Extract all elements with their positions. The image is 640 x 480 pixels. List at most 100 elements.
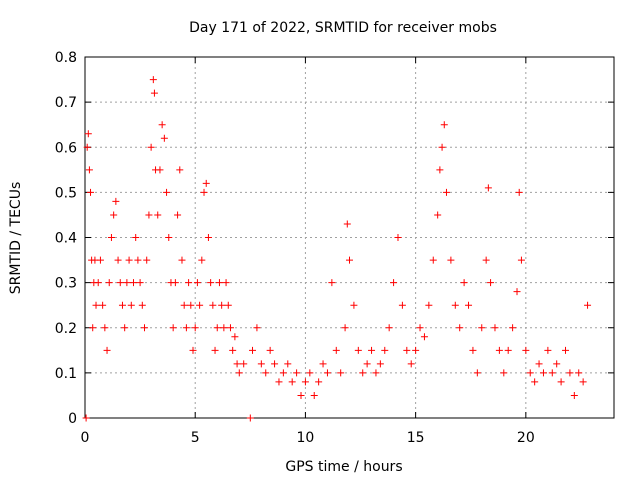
data-point: [412, 346, 420, 354]
data-point: [473, 369, 481, 377]
data-point: [114, 256, 122, 264]
data-point: [584, 301, 592, 309]
data-point: [182, 324, 190, 332]
data-point: [420, 333, 428, 341]
data-point: [176, 166, 184, 174]
data-point: [235, 369, 243, 377]
data-point: [101, 324, 109, 332]
data-point: [372, 369, 380, 377]
data-point: [436, 166, 444, 174]
data-point: [394, 234, 402, 241]
data-point: [143, 256, 151, 264]
data-point: [158, 121, 166, 129]
data-point: [233, 360, 241, 368]
data-point: [328, 279, 336, 287]
data-point: [204, 234, 212, 241]
data-point: [224, 301, 232, 309]
data-point: [240, 360, 248, 368]
data-point: [198, 256, 206, 264]
data-point: [107, 234, 115, 241]
data-point: [141, 324, 149, 332]
data-point: [484, 184, 492, 192]
data-point: [301, 378, 309, 386]
data-point: [136, 279, 144, 287]
data-point: [438, 143, 446, 151]
x-tick-label: 0: [81, 430, 90, 446]
data-point: [469, 346, 477, 354]
data-point: [187, 301, 195, 309]
data-point: [434, 211, 442, 219]
data-point: [246, 414, 254, 422]
data-point: [310, 391, 318, 399]
data-point: [315, 378, 323, 386]
data-point: [121, 324, 129, 332]
data-point: [539, 369, 547, 377]
data-point: [134, 256, 142, 264]
data-point: [253, 324, 261, 332]
data-point: [407, 360, 415, 368]
y-tick-label: 0.6: [55, 140, 77, 156]
y-tick-label: 0.4: [55, 231, 77, 247]
data-point: [125, 256, 133, 264]
data-point: [231, 333, 239, 341]
data-point: [207, 279, 215, 287]
data-point: [262, 369, 270, 377]
data-point: [403, 346, 411, 354]
x-tick-labels: 0 5 10 15 20: [81, 430, 535, 446]
data-point: [522, 346, 530, 354]
data-point: [226, 324, 234, 332]
x-tick-label: 20: [517, 430, 535, 446]
data-point: [337, 369, 345, 377]
data-point: [557, 378, 565, 386]
data-point: [500, 369, 508, 377]
data-point: [513, 288, 521, 296]
data-point: [174, 211, 182, 219]
data-point: [156, 166, 164, 174]
data-point: [180, 301, 188, 309]
data-point: [531, 378, 539, 386]
data-point: [440, 121, 448, 129]
data-point: [116, 279, 124, 287]
data-point: [178, 256, 186, 264]
data-point: [517, 256, 525, 264]
data-point: [82, 414, 90, 422]
data-point: [123, 279, 131, 287]
data-point: [398, 301, 406, 309]
data-point: [460, 279, 468, 287]
y-tick-label: 0: [68, 411, 77, 427]
data-point: [87, 188, 95, 196]
data-point: [491, 324, 499, 332]
data-point: [354, 346, 362, 354]
data-point: [145, 211, 153, 219]
y-tick-label: 0.5: [55, 185, 77, 201]
y-tick-label: 0.8: [55, 50, 77, 66]
data-point: [83, 143, 91, 151]
data-point: [553, 360, 561, 368]
data-point: [306, 369, 314, 377]
data-point: [99, 301, 107, 309]
data-point: [478, 324, 486, 332]
data-point: [544, 346, 552, 354]
data-point: [165, 234, 173, 241]
data-point: [504, 346, 512, 354]
data-point: [570, 391, 578, 399]
data-point: [220, 324, 228, 332]
data-point: [112, 197, 120, 205]
data-point: [579, 378, 587, 386]
data-point: [359, 369, 367, 377]
data-point: [548, 369, 556, 377]
y-tick-label: 0.2: [55, 321, 77, 337]
data-point: [363, 360, 371, 368]
x-tick-label: 5: [191, 430, 200, 446]
data-point: [343, 220, 351, 228]
data-point: [147, 143, 155, 151]
data-point: [85, 166, 93, 174]
data-point: [271, 360, 279, 368]
data-point: [293, 369, 301, 377]
data-point: [297, 391, 305, 399]
data-point: [215, 279, 223, 287]
data-point: [213, 324, 221, 332]
data-point: [163, 188, 171, 196]
y-tick-label: 0.1: [55, 366, 77, 382]
